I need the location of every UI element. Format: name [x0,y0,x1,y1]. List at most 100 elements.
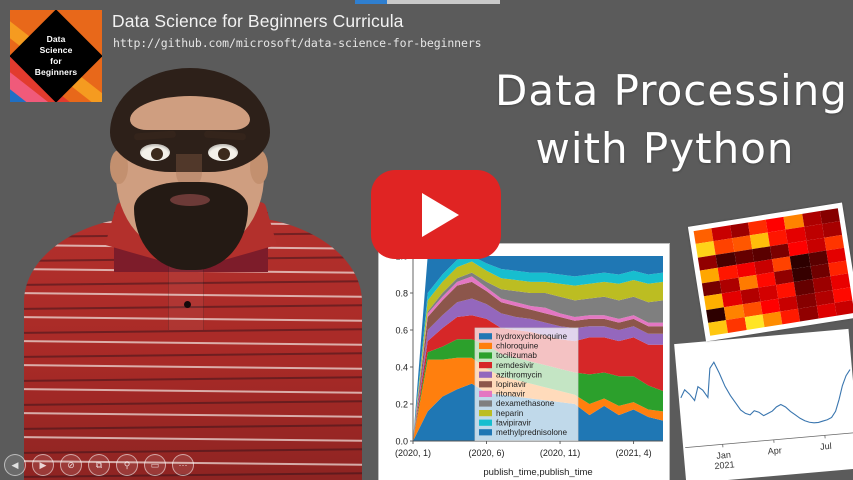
area-series-remdesivir [413,315,663,441]
logo-line-2: Science [39,45,73,55]
area-series-azithromycin [413,298,663,441]
area-ytick-label: 0.0 [395,436,408,446]
presenter-ear-left [110,150,128,184]
magnifier-icon[interactable]: ⚲ [116,454,138,476]
heatmap-chart [687,202,853,342]
presenter-shirt-stripe [24,376,362,382]
triangle-right-icon[interactable]: ▶ [32,454,54,476]
presenter-webcam-feed [18,58,366,480]
presenter-shirt-stripe [24,340,362,346]
area-xtick-label: (2020, 6) [469,448,505,458]
presenter-pupil-left [151,148,163,160]
area-legend-label: dexamethasone [496,399,555,408]
presenter-shirt-stripe [24,412,362,418]
area-xaxis-label: publish_time,publish_time [483,467,592,478]
presenter-forehead [130,96,250,130]
slide-progress-bar[interactable] [355,0,500,4]
slide-progress-fill [355,0,387,4]
area-legend-swatch [479,333,492,340]
presenter-shirt-stripe [24,400,362,406]
presenter-pupil-right [218,148,230,160]
area-legend-label: azithromycin [496,370,542,379]
area-legend-label: remdesivir [496,361,534,370]
area-legend-label: chloroquine [496,342,539,351]
heatmap-cell [834,299,853,316]
presenter-shirt-stripe [24,424,362,430]
line-xtick-label: 2021 [714,459,735,471]
repository-url[interactable]: http://github.com/microsoft/data-science… [113,36,482,50]
slide-heading-line-2: with Python [535,124,795,173]
area-series-dexamethasone [413,272,663,441]
area-legend-swatch [479,342,492,349]
heatmap-cell [798,305,819,322]
area-ytick-label: 0.8 [395,288,408,298]
area-legend-label: lopinavir [496,380,527,389]
area-legend-label: hydroxychloroquine [496,332,567,341]
page-title: Data Science for Beginners Curricula [112,11,404,31]
area-legend-box [474,327,579,441]
triangle-left-icon[interactable]: ◀ [4,454,26,476]
area-legend-swatch [479,410,492,417]
logo-line-3: for [50,56,62,66]
youtube-play-button[interactable] [371,170,501,259]
heatmap-cell [726,316,747,333]
area-legend-swatch [479,390,492,397]
stacked-area-chart: 0.00.20.40.60.81.0(2020, 1)(2020, 6)(202… [378,243,670,480]
area-series-favipiravir [413,256,663,441]
presenter-shirt-stripe [24,388,362,394]
line-series [680,361,851,424]
area-legend-swatch [479,371,492,378]
area-legend-swatch [479,381,492,388]
heatmap-cell [780,308,801,325]
area-ytick-label: 0.6 [395,325,408,335]
area-series-ritonavir [413,276,663,441]
slide-heading: Data Processing with Python [495,62,848,178]
area-legend-swatch [479,352,492,359]
presenter-shirt-stripe [24,436,362,442]
slide-heading-line-1: Data Processing [495,66,848,115]
stacked-area-chart-canvas: 0.00.20.40.60.81.0(2020, 1)(2020, 6)(202… [395,251,663,478]
area-legend-swatch [479,429,492,436]
area-legend-swatch [479,362,492,369]
area-ytick-label: 0.4 [395,362,408,372]
copy-icon[interactable]: ⧉ [88,454,110,476]
line-xtick-label: Apr [767,445,782,456]
presenter-shirt-button [184,301,191,308]
play-triangle-icon [421,192,459,237]
area-series-methylprednisolone [413,256,663,441]
presentation-controls: ◀ ▶ ⊘ ⧉ ⚲ ▭ ⋯ [4,454,194,476]
area-legend-label: favipiravir [496,418,531,427]
presenter-mouth [170,194,210,206]
area-series-lopinavir [413,281,663,441]
heatmap-cell [816,302,837,319]
area-legend-label: methylprednisolone [496,428,567,437]
note-icon[interactable]: ▭ [144,454,166,476]
line-xtick-label: Jul [820,441,832,452]
area-legend-swatch [479,400,492,407]
area-legend-label: ritonavir [496,390,525,399]
area-legend-label: heparin [496,409,524,418]
area-xtick-label: (2020, 1) [395,448,431,458]
heatmap-cell [762,311,783,328]
area-legend-swatch [479,419,492,426]
logo-line-4: Beginners [34,67,78,77]
area-xtick-label: (2021, 4) [616,448,652,458]
area-legend-label: tocilizumab [496,351,537,360]
line-xtick-label: Jan [716,450,731,461]
curriculum-logo: Data Science for Beginners [10,10,102,102]
logo-line-1: Data [46,34,66,44]
heatmap-cell [708,319,729,336]
heatmap-grid [693,208,853,336]
area-series-tocilizumab [413,339,663,441]
presenter-shirt-stripe [24,364,362,370]
presenter-shirt-stripe [24,352,362,358]
pen-slash-icon[interactable]: ⊘ [60,454,82,476]
line-chart: Jan 2021 Apr Jul [674,328,853,480]
heatmap-cell [744,314,765,331]
logo-text: Data Science for Beginners [10,10,102,102]
area-xtick-label: (2020, 11) [540,448,580,458]
area-ytick-label: 0.2 [395,399,408,409]
ellipsis-icon[interactable]: ⋯ [172,454,194,476]
